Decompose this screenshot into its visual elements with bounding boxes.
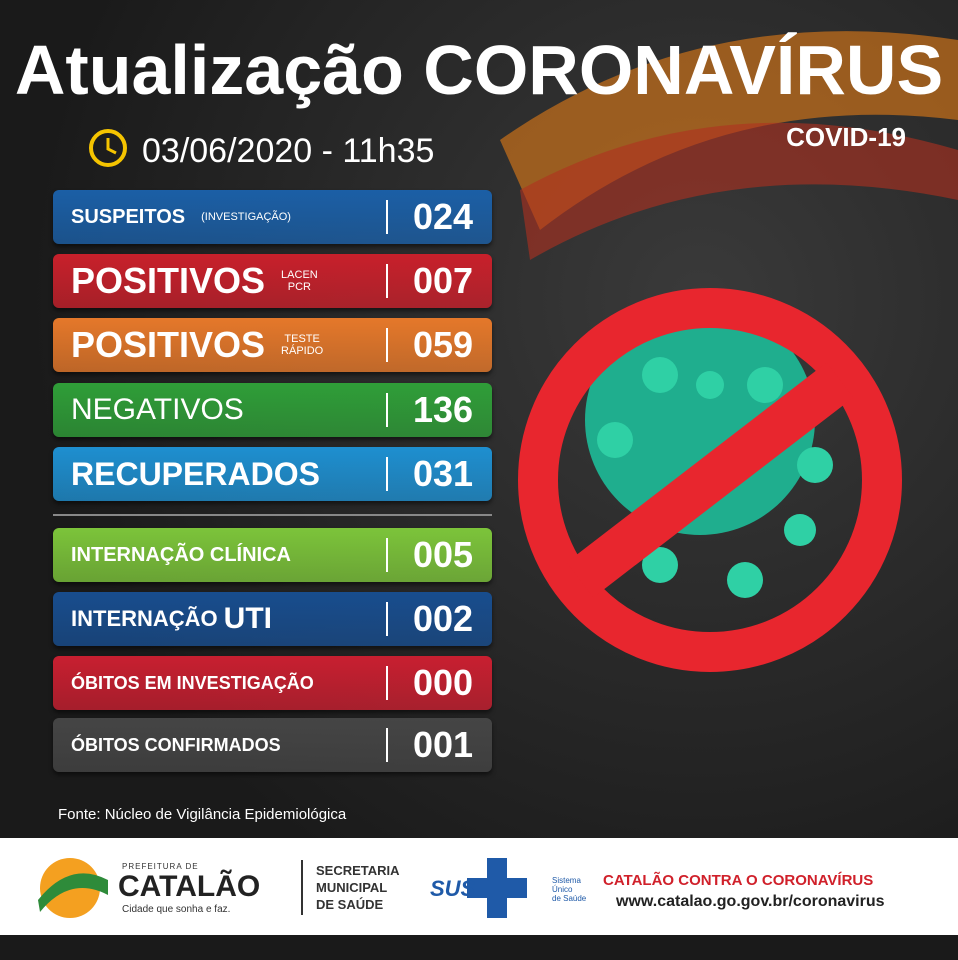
row-label: INTERNAÇÃO <box>71 606 218 631</box>
row-qualifier: (INVESTIGAÇÃO) <box>201 211 291 223</box>
row-value: 000 <box>412 662 474 703</box>
divider <box>386 666 388 700</box>
qualifier-line: RÁPIDO <box>281 345 324 357</box>
row-value: 005 <box>412 534 474 575</box>
secretaria-line: SECRETARIA <box>316 863 400 878</box>
stat-row: ÓBITOS CONFIRMADOS 001 <box>53 718 492 772</box>
stat-row: SUSPEITOS (INVESTIGAÇÃO) 024 <box>53 190 492 244</box>
row-label: NEGATIVOS <box>71 393 244 426</box>
sus-full: Sistema Único de Saúde <box>552 876 586 903</box>
title: Atualização CORONAVÍRUS <box>14 31 944 109</box>
row-value: 001 <box>412 724 474 765</box>
row-label-group: ÓBITOS EM INVESTIGAÇÃO <box>71 656 314 710</box>
datetime: 03/06/2020 - 11h35 <box>142 132 435 170</box>
row-label-group: ÓBITOS CONFIRMADOS <box>71 718 281 772</box>
stat-row: ÓBITOS EM INVESTIGAÇÃO 000 <box>53 656 492 710</box>
qualifier-line: PCR <box>287 281 311 293</box>
row-label-group: INTERNAÇÃO UTI <box>71 592 272 646</box>
row-label: POSITIVOS <box>71 324 266 365</box>
logo-name: CATALÃO <box>118 870 261 903</box>
sus-line: Único <box>552 885 573 894</box>
divider <box>386 393 388 427</box>
row-value: 024 <box>412 196 474 237</box>
sus-line: de Saúde <box>552 894 587 903</box>
stat-row: INTERNAÇÃO UTI 002 <box>53 592 492 646</box>
secretaria-line: MUNICIPAL <box>316 880 388 895</box>
qualifier-line: TESTE <box>284 333 320 345</box>
row-qualifier: TESTE RÁPIDO <box>281 333 323 357</box>
logo-top: PREFEITURA DE <box>122 862 199 871</box>
logo-slogan: Cidade que sonha e faz. <box>122 904 231 915</box>
qualifier-line: (INVESTIGAÇÃO) <box>201 211 291 223</box>
divider <box>386 328 388 362</box>
stat-row: NEGATIVOS 136 <box>53 383 492 437</box>
divider <box>386 264 388 298</box>
row-emphasis: UTI <box>223 602 272 635</box>
url[interactable]: www.catalao.go.gov.br/coronavirus <box>616 893 885 910</box>
sus: SUS <box>430 876 476 901</box>
stat-row: RECUPERADOS 031 <box>53 447 492 501</box>
row-label-group: POSITIVOS TESTE RÁPIDO <box>71 318 323 372</box>
row-label-group: SUSPEITOS (INVESTIGAÇÃO) <box>71 190 291 244</box>
source: Fonte: Núcleo de Vigilância Epidemiológi… <box>58 806 347 823</box>
row-label-group: RECUPERADOS <box>71 447 320 501</box>
subtitle: COVID-19 <box>786 122 906 152</box>
row-label: SUSPEITOS <box>71 205 186 228</box>
row-label: RECUPERADOS <box>71 455 320 492</box>
row-value: 007 <box>412 260 474 301</box>
row-qualifier: LACEN PCR <box>281 269 318 293</box>
row-value: 059 <box>412 324 474 365</box>
stat-row: POSITIVOS LACEN PCR 007 <box>53 254 492 308</box>
row-value: 002 <box>412 598 474 639</box>
secretaria-line: DE SAÚDE <box>316 897 384 912</box>
row-label: ÓBITOS EM INVESTIGAÇÃO <box>71 672 314 693</box>
row-value: 031 <box>412 453 474 494</box>
row-value: 136 <box>412 389 474 430</box>
sus-line: Sistema <box>552 876 581 885</box>
row-label: ÓBITOS CONFIRMADOS <box>71 734 281 755</box>
divider <box>386 200 388 234</box>
stat-row: INTERNAÇÃO CLÍNICA 005 <box>53 528 492 582</box>
qualifier-line: LACEN <box>281 269 318 281</box>
row-label: POSITIVOS <box>71 260 266 301</box>
divider <box>386 602 388 636</box>
row-label-group: INTERNAÇÃO CLÍNICA <box>71 528 291 582</box>
stat-row: POSITIVOS TESTE RÁPIDO 059 <box>53 318 492 372</box>
campaign: CATALÃO CONTRA O CORONAVÍRUS <box>603 872 874 889</box>
divider <box>386 538 388 572</box>
divider <box>386 728 388 762</box>
row-label-group: NEGATIVOS <box>71 383 244 437</box>
row-label-group: POSITIVOS LACEN PCR <box>71 254 318 308</box>
divider <box>386 457 388 491</box>
secretaria: SECRETARIA MUNICIPAL DE SAÚDE <box>316 862 400 913</box>
row-label: INTERNAÇÃO CLÍNICA <box>71 543 291 566</box>
